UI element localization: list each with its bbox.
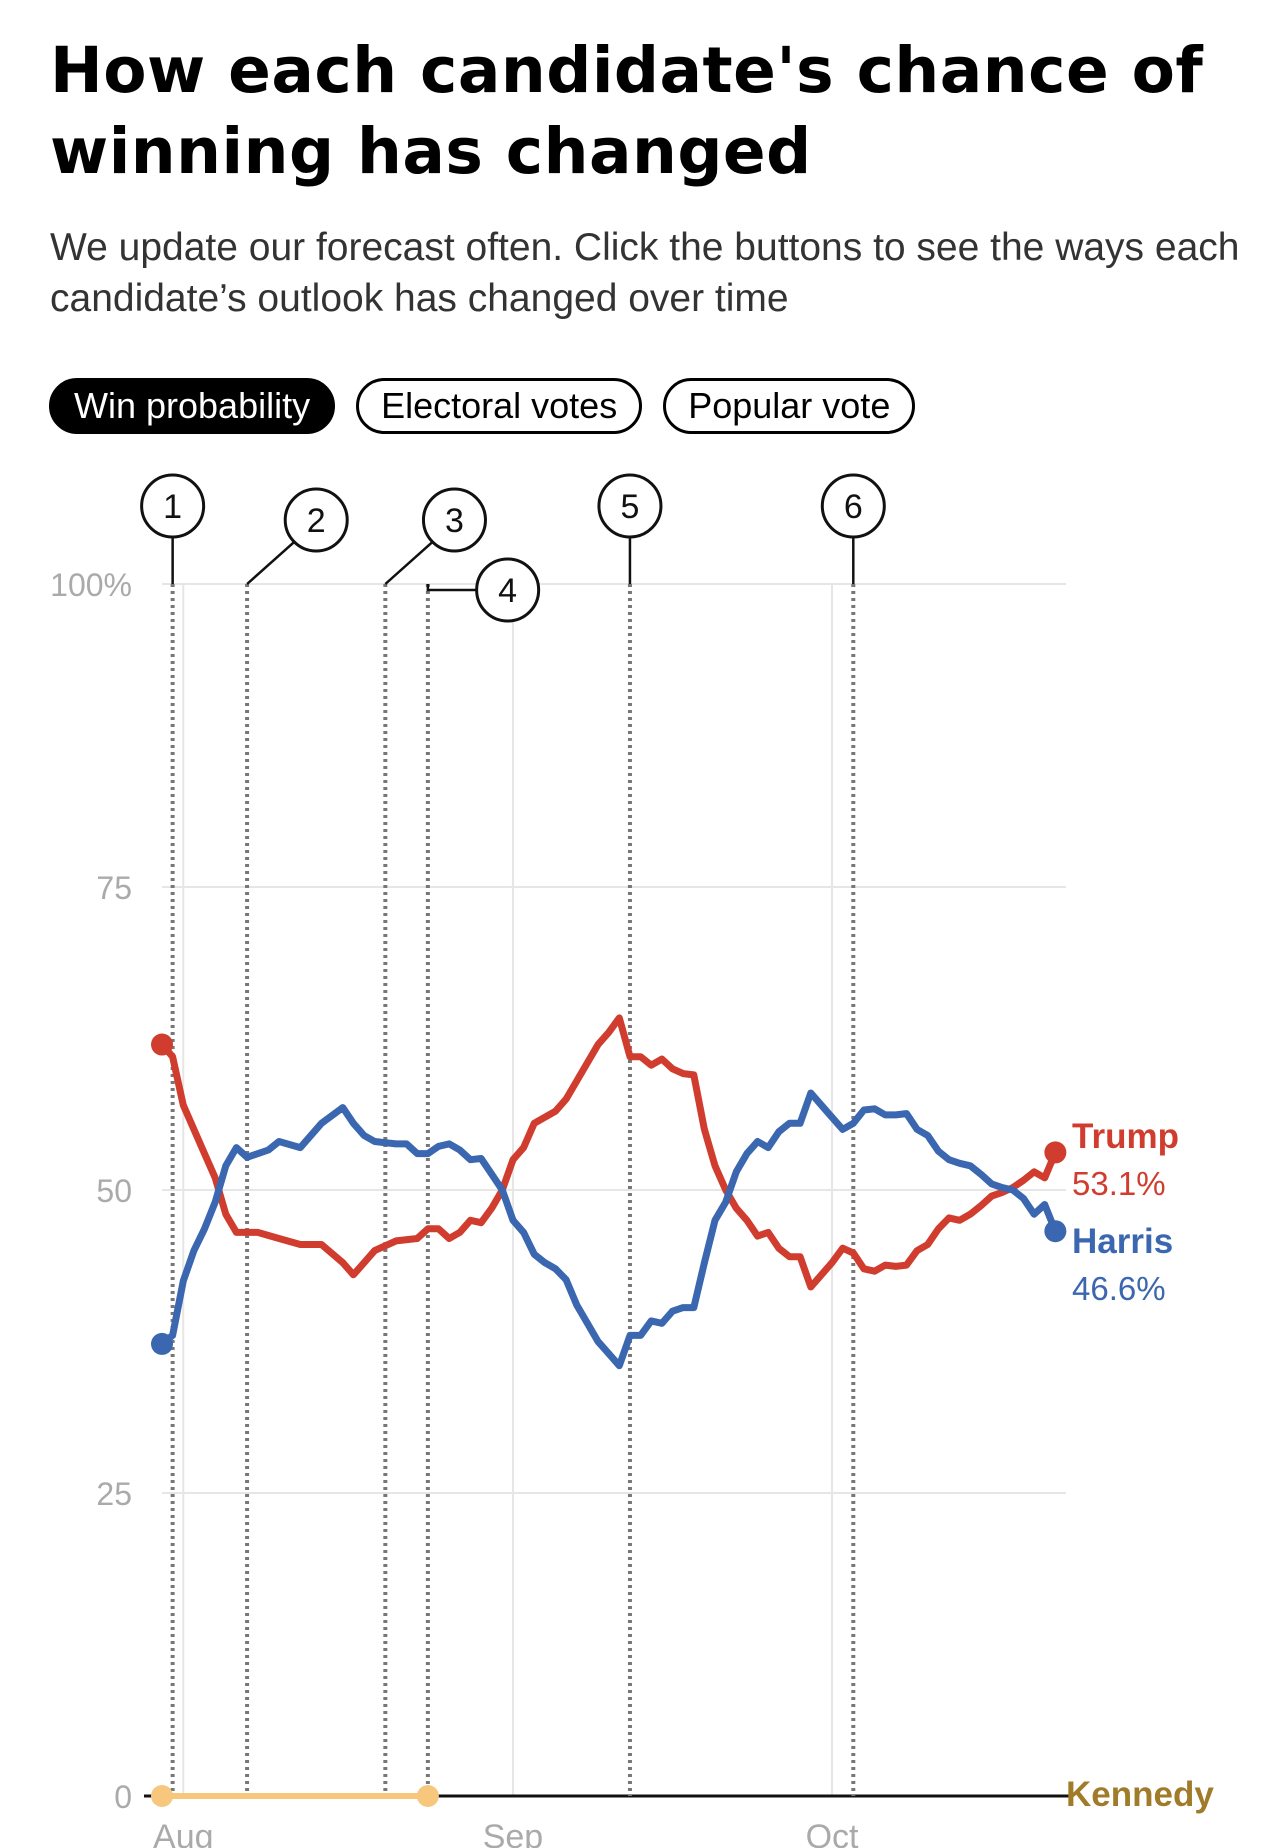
y-tick-label: 75 <box>96 870 132 906</box>
series-end-point-trump <box>1044 1141 1067 1164</box>
series-line-trump <box>158 1014 1059 1291</box>
chart-title: How each candidate's chance of winning h… <box>50 34 1204 188</box>
y-tick-label: 50 <box>96 1173 132 1209</box>
y-tick-label: 100% <box>50 567 132 603</box>
grid-layer: 0 25 50 75 100% Aug Sep Oct <box>50 567 1070 1848</box>
event-connector-3 <box>384 540 434 585</box>
y-tick-label: 25 <box>96 1476 132 1512</box>
event-badge-6 <box>820 473 886 539</box>
series-start-point-kennedy <box>151 1785 173 1807</box>
tab-electoral-votes[interactable]: Electoral votes <box>356 378 643 434</box>
series-start-point-trump <box>151 1033 173 1056</box>
series-end-point-kennedy <box>416 1785 439 1807</box>
win-probability-chart: 0 25 50 75 100% Aug Sep Oct 1 2 34 5 6 Trump 53.1% … <box>50 473 1214 1848</box>
event-connector-4 <box>426 584 477 592</box>
y-tick-label: 0 <box>114 1779 132 1815</box>
event-badge-5 <box>597 473 663 539</box>
series-layer <box>151 1014 1067 1807</box>
event-badge-label-5: 5 <box>620 488 639 526</box>
event-badge-label-1: 1 <box>163 488 182 526</box>
legend-trump-name: Trump <box>1072 1117 1179 1156</box>
legend-harris-name: Harris <box>1072 1222 1173 1261</box>
event-badge-2 <box>283 487 349 553</box>
event-markers: 1 2 34 5 6 <box>140 473 886 1796</box>
metric-tabs: Win probability Electoral votes Popular … <box>49 378 916 434</box>
event-badge-label-6: 6 <box>844 488 863 526</box>
series-line-harris <box>158 1089 1059 1370</box>
tab-popular-vote[interactable]: Popular vote <box>663 378 916 434</box>
event-badge-3 <box>421 487 487 553</box>
event-badge-1 <box>140 473 206 539</box>
x-tick-label: Oct <box>806 1818 859 1848</box>
event-badge-label-2: 2 <box>307 502 326 540</box>
event-connector-2 <box>246 540 296 585</box>
series-start-point-harris <box>151 1332 173 1355</box>
event-badge-4 <box>475 557 541 623</box>
chart-subtitle: We update our forecast often. Click the … <box>50 226 1240 320</box>
tab-win-probability[interactable]: Win probability <box>49 378 336 434</box>
x-tick-label: Sep <box>483 1818 544 1848</box>
legend-kennedy-name: Kennedy <box>1066 1775 1214 1814</box>
event-badge-label-4: 4 <box>498 572 517 610</box>
series-end-point-harris <box>1044 1220 1067 1243</box>
legend-trump-value: 53.1% <box>1072 1165 1166 1202</box>
x-tick-label: Aug <box>153 1818 214 1848</box>
legend-harris-value: 46.6% <box>1072 1270 1166 1307</box>
event-badge-label-3: 3 <box>445 502 464 540</box>
end-labels: Trump 53.1% Harris 46.6% Kennedy <box>1066 1117 1214 1814</box>
